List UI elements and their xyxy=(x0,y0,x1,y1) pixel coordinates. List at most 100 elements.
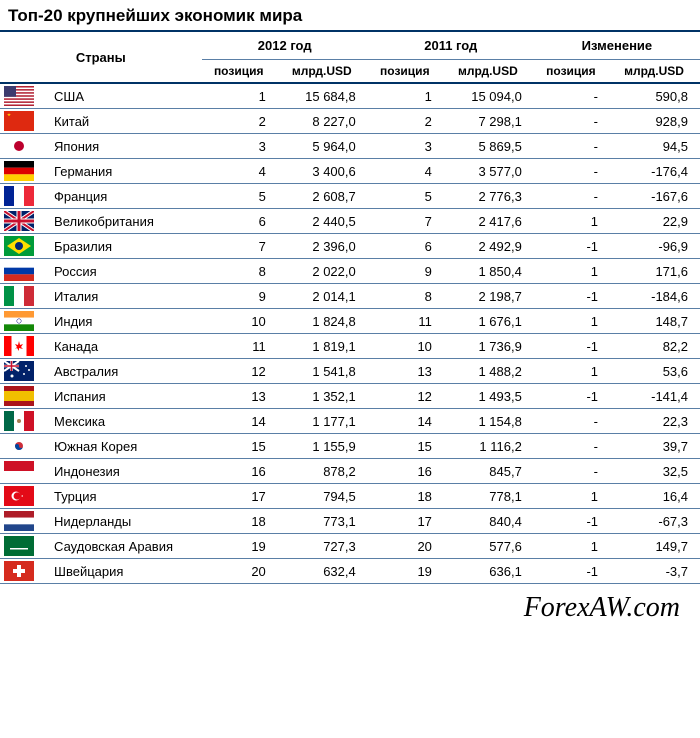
pos-change: -1 xyxy=(534,559,608,584)
usd-2011: 1 493,5 xyxy=(442,384,534,409)
country-name: Бразилия xyxy=(48,234,202,259)
table-row: Нидерланды18773,117840,4-1-67,3 xyxy=(0,509,700,534)
country-name: Италия xyxy=(48,284,202,309)
flag-icon xyxy=(0,484,48,509)
table-row: Южная Корея151 155,9151 116,2-39,7 xyxy=(0,434,700,459)
pos-change: - xyxy=(534,109,608,134)
flag-icon xyxy=(0,509,48,534)
usd-2012: 2 022,0 xyxy=(276,259,368,284)
table-row: Бразилия72 396,062 492,9-1-96,9 xyxy=(0,234,700,259)
table-row: Россия82 022,091 850,41171,6 xyxy=(0,259,700,284)
flag-icon xyxy=(0,184,48,209)
country-name: Франция xyxy=(48,184,202,209)
pos-2012: 9 xyxy=(202,284,276,309)
pos-change: - xyxy=(534,159,608,184)
header-usd-change: млрд.USD xyxy=(608,60,700,84)
usd-2011: 15 094,0 xyxy=(442,83,534,109)
flag-icon xyxy=(0,459,48,484)
flag-icon xyxy=(0,559,48,584)
pos-change: 1 xyxy=(534,359,608,384)
usd-change: 82,2 xyxy=(608,334,700,359)
pos-2012: 10 xyxy=(202,309,276,334)
flag-icon xyxy=(0,209,48,234)
main-container: Топ-20 крупнейших экономик мира Страны 2… xyxy=(0,0,700,634)
usd-2012: 2 014,1 xyxy=(276,284,368,309)
pos-2011: 18 xyxy=(368,484,442,509)
pos-2011: 15 xyxy=(368,434,442,459)
usd-2011: 577,6 xyxy=(442,534,534,559)
pos-change: - xyxy=(534,459,608,484)
pos-change: -1 xyxy=(534,284,608,309)
usd-2011: 1 736,9 xyxy=(442,334,534,359)
usd-2012: 2 396,0 xyxy=(276,234,368,259)
pos-2012: 19 xyxy=(202,534,276,559)
pos-2011: 14 xyxy=(368,409,442,434)
usd-2011: 636,1 xyxy=(442,559,534,584)
usd-change: 148,7 xyxy=(608,309,700,334)
usd-2012: 1 541,8 xyxy=(276,359,368,384)
pos-2012: 17 xyxy=(202,484,276,509)
table-row: Индия101 824,8111 676,11148,7 xyxy=(0,309,700,334)
pos-change: 1 xyxy=(534,209,608,234)
flag-icon xyxy=(0,434,48,459)
flag-icon xyxy=(0,534,48,559)
pos-2012: 6 xyxy=(202,209,276,234)
country-name: Индонезия xyxy=(48,459,202,484)
flag-icon xyxy=(0,83,48,109)
usd-2011: 2 492,9 xyxy=(442,234,534,259)
country-name: Индия xyxy=(48,309,202,334)
pos-2011: 4 xyxy=(368,159,442,184)
pos-change: -1 xyxy=(534,509,608,534)
pos-2011: 2 xyxy=(368,109,442,134)
header-pos-2011: позиция xyxy=(368,60,442,84)
country-name: Германия xyxy=(48,159,202,184)
country-name: Россия xyxy=(48,259,202,284)
header-countries: Страны xyxy=(0,32,202,83)
pos-2011: 11 xyxy=(368,309,442,334)
usd-2012: 1 352,1 xyxy=(276,384,368,409)
header-2012: 2012 год xyxy=(202,32,368,60)
flag-icon xyxy=(0,259,48,284)
pos-2011: 19 xyxy=(368,559,442,584)
table-row: Китай28 227,027 298,1-928,9 xyxy=(0,109,700,134)
usd-2012: 878,2 xyxy=(276,459,368,484)
usd-2012: 632,4 xyxy=(276,559,368,584)
pos-change: 1 xyxy=(534,534,608,559)
header-pos-2012: позиция xyxy=(202,60,276,84)
usd-2011: 7 298,1 xyxy=(442,109,534,134)
flag-icon xyxy=(0,409,48,434)
usd-change: 928,9 xyxy=(608,109,700,134)
usd-change: 171,6 xyxy=(608,259,700,284)
country-name: Мексика xyxy=(48,409,202,434)
flag-icon xyxy=(0,334,48,359)
table-row: Индонезия16878,216845,7-32,5 xyxy=(0,459,700,484)
usd-2011: 845,7 xyxy=(442,459,534,484)
pos-change: -1 xyxy=(534,334,608,359)
country-name: Испания xyxy=(48,384,202,409)
country-name: США xyxy=(48,83,202,109)
usd-2012: 1 155,9 xyxy=(276,434,368,459)
usd-change: -167,6 xyxy=(608,184,700,209)
pos-change: - xyxy=(534,83,608,109)
table-row: Италия92 014,182 198,7-1-184,6 xyxy=(0,284,700,309)
usd-2012: 794,5 xyxy=(276,484,368,509)
table-row: Великобритания62 440,572 417,6122,9 xyxy=(0,209,700,234)
pos-2012: 7 xyxy=(202,234,276,259)
pos-2011: 9 xyxy=(368,259,442,284)
pos-2011: 10 xyxy=(368,334,442,359)
usd-2012: 2 440,5 xyxy=(276,209,368,234)
pos-2012: 8 xyxy=(202,259,276,284)
economies-table: Страны 2012 год 2011 год Изменение позиц… xyxy=(0,32,700,584)
flag-icon xyxy=(0,359,48,384)
country-name: Великобритания xyxy=(48,209,202,234)
pos-2011: 8 xyxy=(368,284,442,309)
header-pos-change: позиция xyxy=(534,60,608,84)
flag-icon xyxy=(0,134,48,159)
pos-change: -1 xyxy=(534,234,608,259)
usd-2012: 3 400,6 xyxy=(276,159,368,184)
country-name: Япония xyxy=(48,134,202,159)
pos-2011: 13 xyxy=(368,359,442,384)
header-change: Изменение xyxy=(534,32,700,60)
country-name: Саудовская Аравия xyxy=(48,534,202,559)
usd-change: -67,3 xyxy=(608,509,700,534)
